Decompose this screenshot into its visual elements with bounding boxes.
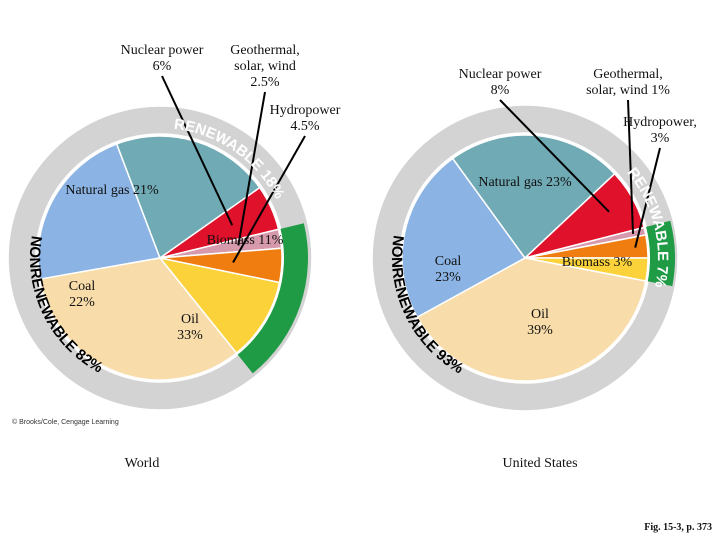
us-label-hydropower: Hydropower, 3% <box>623 115 697 146</box>
world-label-geothermal-solar-wind: Geothermal, solar, wind 2.5% <box>230 43 300 90</box>
world-renewable-band <box>237 223 308 374</box>
us-label-biomass: Biomass 3% <box>562 255 633 270</box>
us-label-natural-gas: Natural gas 23% <box>478 175 572 190</box>
figure-caption: Fig. 15-3, p. 373 <box>644 522 712 533</box>
world-label-biomass: Biomass 11% <box>207 233 284 248</box>
us-slice-oil <box>416 257 647 382</box>
copyright-notice: © Brooks/Cole, Cengage Learning <box>12 418 119 426</box>
us-leader-nuclear-power <box>499 99 610 213</box>
world-leader-geothermal-solar-wind <box>237 91 266 246</box>
world-pie-chart: Coal 22% Natural gas 21% Nuclear power 6% Geo… <box>8 43 341 471</box>
us-pie-chart: Coal 23% Natural gas 23% Nuclear power 8% Geo… <box>372 67 697 471</box>
us-chart-title: United States <box>502 456 577 471</box>
world-label-natural-gas: Natural gas 21% <box>65 183 159 198</box>
us-slice-coal <box>401 157 527 319</box>
world-label-hydropower: Hydropower 4.5% <box>270 103 341 134</box>
world-label-coal: Coal 22% <box>69 279 96 310</box>
us-label-coal: Coal 23% <box>435 254 462 285</box>
us-leader-geothermal-solar-wind <box>627 99 635 234</box>
world-label-oil: Oil 33% <box>177 312 203 343</box>
world-label-nuclear-power: Nuclear power 6% <box>121 43 204 74</box>
world-leader-hydropower <box>232 135 306 263</box>
us-renewable-band <box>646 220 676 287</box>
us-label-oil: Oil 39% <box>527 307 553 338</box>
us-leader-hydropower <box>634 147 661 248</box>
world-slice-oil <box>38 257 238 381</box>
world-leader-nuclear-power <box>161 75 234 226</box>
world-chart-title: World <box>125 456 160 471</box>
us-label-nuclear-power: Nuclear power 8% <box>459 67 542 98</box>
us-label-geothermal-solar-wind: Geothermal, solar, wind 1% <box>586 67 670 98</box>
us-slice-natural-gas <box>451 134 616 260</box>
world-slice-biomass <box>158 256 281 355</box>
